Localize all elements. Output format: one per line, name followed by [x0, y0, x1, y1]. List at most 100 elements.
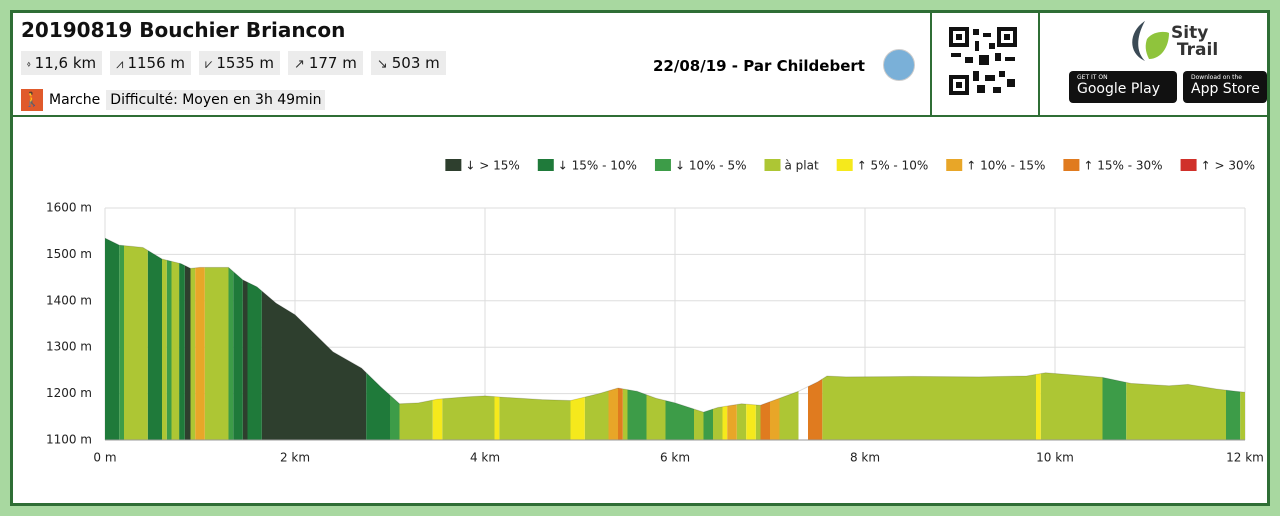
divider	[930, 13, 932, 115]
difficulty: Difficulté: Moyen en 3h 49min	[106, 90, 326, 110]
slope-band	[736, 238, 747, 440]
activity: Marche	[49, 92, 101, 108]
slope-band	[399, 238, 433, 440]
slope-band	[390, 238, 400, 440]
slope-band	[779, 238, 799, 440]
slope-band	[166, 238, 172, 440]
slope-band	[190, 238, 196, 440]
slope-band	[105, 238, 120, 440]
stats: ⬫ 11,6 km ⩘ 1156 m ⩗ 1535 m ↗ 177 m ↘ 503 m	[21, 51, 446, 75]
slope-band	[228, 238, 234, 440]
legend-swatch	[1180, 159, 1197, 171]
slope-band	[124, 238, 148, 440]
activity-row: 🚶 Marche Difficulté: Moyen en 3h 49min	[21, 89, 326, 111]
stat-value: 503 m	[391, 54, 440, 72]
slope-band	[499, 238, 571, 440]
slope-band	[171, 238, 180, 440]
legend-label: ↓ > 15%	[465, 159, 519, 173]
legend-label: ↓ 15% - 10%	[558, 159, 637, 173]
walk-icon: 🚶	[21, 89, 43, 111]
slope-band	[204, 238, 229, 440]
x-tick-label: 12 km	[1226, 451, 1264, 465]
header: 20190819 Bouchier Briancon ⬫ 11,6 km ⩘ 115…	[13, 13, 1267, 117]
legend-label: ↑ > 30%	[1201, 159, 1255, 173]
y-tick-label: 1500 m	[46, 247, 92, 261]
qr-code	[949, 27, 1017, 95]
slope-band	[1240, 238, 1245, 440]
slope-band	[147, 238, 162, 440]
elevation-profile	[104, 237, 1246, 413]
slope-band	[713, 238, 723, 440]
stat: ↗ 177 m	[287, 51, 363, 75]
logo-word: Sity	[1171, 23, 1209, 43]
slope-band	[646, 238, 666, 440]
stat: ⩘ 1156 m	[110, 51, 192, 75]
y-tick-label: 1400 m	[46, 293, 92, 307]
y-tick-label: 1100 m	[46, 433, 92, 447]
legend-swatch	[1063, 159, 1080, 171]
overlay: 1100 m 1200 m 1300 m 1400 m 1500 m 1600 m 0 m 2…	[46, 159, 1264, 465]
legend-swatch	[946, 159, 963, 171]
y-tick-label: 1600 m	[46, 201, 92, 215]
y-tick-label: 1300 m	[46, 340, 92, 354]
slope-band	[722, 238, 728, 440]
slope-band	[242, 238, 248, 440]
slope-band	[694, 238, 704, 440]
google-play-badge[interactable]: GET IT ON Google Play	[1069, 71, 1177, 103]
legend-label: à plat	[785, 159, 819, 173]
badge-text: App Store	[1191, 81, 1260, 97]
stat-value: 1156 m	[127, 54, 186, 72]
slope-band	[770, 238, 780, 440]
slope-band	[184, 238, 191, 440]
x-tick-label: 6 km	[660, 451, 690, 465]
stat-value: 1535 m	[216, 54, 274, 72]
slope-band	[162, 238, 167, 440]
legend-swatch	[764, 159, 781, 171]
y-tick-label: 1200 m	[46, 386, 92, 400]
x-tick-label: 0 m	[93, 451, 116, 465]
legend-swatch	[654, 159, 671, 171]
logo-word: Trail	[1176, 40, 1219, 60]
slope-band	[1040, 238, 1103, 440]
slope-band	[442, 238, 495, 440]
slope-band	[1126, 238, 1226, 440]
slope-band	[608, 238, 618, 440]
slope-band	[432, 238, 443, 440]
x-tick-label: 4 km	[470, 451, 500, 465]
x-tick-label: 10 km	[1036, 451, 1074, 465]
x-tick-label: 2 km	[280, 451, 310, 465]
stat-value: 11,6 km	[34, 54, 97, 72]
slope-band	[366, 238, 390, 440]
slope-band	[119, 238, 124, 440]
author: 22/08/19 - Par Childebert	[653, 57, 865, 75]
slope-band	[261, 238, 367, 440]
stat: ⩗ 1535 m	[199, 51, 280, 75]
app-store-badge[interactable]: Download on the App Store	[1183, 71, 1267, 103]
x-tick-label: 8 km	[850, 451, 880, 465]
slope-band	[570, 238, 585, 440]
stat: ↘ 503 m	[370, 51, 446, 75]
logo-text: Sity Trail	[1171, 25, 1218, 59]
logo-icon	[1132, 21, 1169, 61]
slope-band	[627, 238, 647, 440]
legend-label: ↑ 15% - 30%	[1083, 159, 1162, 173]
slope-band	[665, 238, 694, 440]
avatar	[883, 49, 915, 81]
slope-band	[618, 238, 623, 440]
divider	[1038, 13, 1040, 115]
slope-band	[703, 238, 713, 440]
badge-small: GET IT ON	[1077, 74, 1108, 81]
slope-band	[1226, 238, 1241, 440]
track-title: 20190819 Bouchier Briancon	[21, 18, 346, 42]
slope-band	[808, 238, 823, 440]
legend-label: ↓ 10% - 5%	[675, 159, 747, 173]
legend-swatch	[836, 159, 853, 171]
slope-band	[247, 238, 262, 440]
stat-value: 177 m	[308, 54, 357, 72]
slope-band	[622, 238, 628, 440]
slope-band	[494, 238, 500, 440]
slope-band	[1036, 238, 1041, 440]
legend-swatch	[537, 159, 554, 171]
